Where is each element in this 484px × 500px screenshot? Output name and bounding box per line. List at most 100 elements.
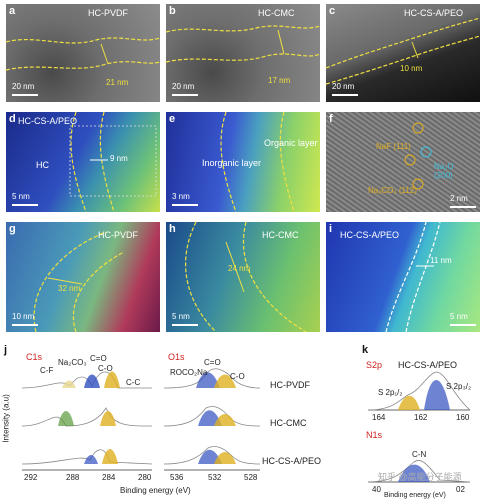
n1s-peak: C-N xyxy=(412,450,427,459)
panel-b-scale-bar xyxy=(172,94,198,96)
panel-g-title: HC-PVDF xyxy=(98,230,138,240)
s2p-label: S2p xyxy=(366,360,383,370)
panel-d-measure: 9 nm xyxy=(110,154,128,163)
panel-j-label: j xyxy=(4,344,8,356)
panel-g-label: g xyxy=(9,223,16,235)
o1s-peak-2: C-O xyxy=(230,372,245,381)
panel-b-overlay xyxy=(166,25,320,63)
panel-c-scale-bar xyxy=(332,94,358,96)
c1s-row-cmc xyxy=(21,407,153,427)
s2p-tick-0: 164 xyxy=(372,413,386,422)
panel-e: e Organic layer Inorganic layer 3 nm xyxy=(166,112,320,212)
panel-d-title: HC-CS-A/PEO xyxy=(18,116,78,126)
panel-h: h HC-CMC 24 nm 5 nm xyxy=(166,222,320,332)
o1s-row-cmc xyxy=(163,406,261,427)
panel-a-measure: 21 nm xyxy=(106,78,129,87)
panel-a-scale: 20 nm xyxy=(12,82,35,91)
panel-e-scale-bar xyxy=(172,204,198,206)
o1s-tick-1: 532 xyxy=(208,473,222,482)
panel-a-scale-bar xyxy=(12,94,38,96)
panel-g: g HC-PVDF 32 nm 10 nm xyxy=(6,222,160,332)
c1s-peak-4: C-C xyxy=(126,378,141,387)
n1s-tick-right: 02 xyxy=(456,485,465,494)
panel-b-measure: 17 nm xyxy=(268,76,291,85)
panel-c-measure: 10 nm xyxy=(400,64,423,73)
x-axis-title: Binding energy (eV) xyxy=(120,486,191,495)
sample-label-0: HC-PVDF xyxy=(270,380,310,390)
watermark: 知乎 @高能分子能源 xyxy=(378,472,462,482)
panel-e-organic: Organic layer xyxy=(264,138,318,148)
xps-section: j k Intensity (a.u) C1s O1s S2p N1s xyxy=(0,344,484,500)
o1s-peak-1: C=O xyxy=(204,358,221,367)
s2p-tick-2: 160 xyxy=(456,413,470,422)
panel-f-na2co3: Na₂CO₃ (112) xyxy=(368,186,417,195)
panel-c-label: c xyxy=(329,5,336,17)
k-sample-label: HC-CS-A/PEO xyxy=(398,360,458,370)
panel-i-scale: 5 nm xyxy=(450,312,468,321)
panel-i-scale-bar xyxy=(450,324,476,326)
panel-f-naf: NaF (111) xyxy=(376,142,411,151)
x-axis-title-k: Binding energy (eV) xyxy=(384,492,446,499)
panel-e-inorganic: Inorganic layer xyxy=(202,158,262,168)
s2p-peak-1: S 2p₃/₂ xyxy=(446,382,472,391)
panel-i-overlay xyxy=(385,222,441,332)
panel-d-scale: 5 nm xyxy=(12,192,30,201)
panel-e-scale: 3 nm xyxy=(172,192,190,201)
panel-b-scale: 20 nm xyxy=(172,82,195,91)
panel-g-scale-bar xyxy=(12,324,38,326)
c1s-tick-1: 288 xyxy=(66,473,80,482)
panel-a-title: HC-PVDF xyxy=(88,8,128,18)
c1s-peak-0: C-F xyxy=(40,366,54,375)
panel-g-scale: 10 nm xyxy=(12,312,35,321)
o1s-row-pvdf xyxy=(163,368,261,389)
panel-h-measure: 24 nm xyxy=(228,264,251,273)
panel-i: i HC-CS-A/PEO 11 nm 5 nm xyxy=(326,222,480,332)
panel-a-label: a xyxy=(9,5,16,17)
sample-label-2: HC-CS-A/PEO xyxy=(262,456,322,466)
panel-b: b HC-CMC 17 nm 20 nm xyxy=(166,4,320,102)
panel-f-scale-bar xyxy=(450,206,476,208)
panel-h-label: h xyxy=(169,223,176,235)
c1s-row-peo xyxy=(21,449,153,465)
panel-b-label: b xyxy=(169,5,176,17)
panel-e-overlay xyxy=(220,112,295,212)
c1s-row-pvdf xyxy=(21,371,152,389)
panel-f-na2o: Na₂O (200) xyxy=(434,162,454,180)
panel-c: c HC-CS-A/PEO 10 nm 20 nm xyxy=(326,4,480,102)
n1s-tick-left: 40 xyxy=(372,485,381,494)
panel-f-scale: 2 nm xyxy=(450,194,468,203)
panel-i-title: HC-CS-A/PEO xyxy=(340,230,400,240)
c1s-peak-1: Na₂CO₃ xyxy=(58,358,87,367)
panel-k-label: k xyxy=(362,344,369,356)
panel-d-label: d xyxy=(9,113,16,125)
o1s-tick-0: 536 xyxy=(170,473,184,482)
panel-d: d HC-CS-A/PEO HC 9 nm 5 nm xyxy=(6,112,160,212)
panel-f-label: f xyxy=(329,113,333,125)
panel-d-overlay xyxy=(69,112,157,212)
c1s-tick-0: 292 xyxy=(24,473,38,482)
c1s-label: C1s xyxy=(26,352,43,362)
panel-h-title: HC-CMC xyxy=(262,230,299,240)
c1s-peak-3: C-O xyxy=(98,364,113,373)
s2p-tick-1: 162 xyxy=(414,413,428,422)
c1s-tick-2: 284 xyxy=(102,473,116,482)
xps-spectra xyxy=(21,368,471,483)
panel-b-title: HC-CMC xyxy=(258,8,295,18)
panel-d-region: HC xyxy=(36,160,49,170)
o1s-peak-0: ROCO₂Na xyxy=(170,368,208,377)
sample-label-1: HC-CMC xyxy=(270,418,307,428)
panel-a-overlay xyxy=(6,37,160,71)
panel-c-overlay xyxy=(326,17,480,85)
panel-e-label: e xyxy=(169,113,176,125)
c1s-tick-3: 280 xyxy=(138,473,152,482)
s2p-spectrum xyxy=(367,371,471,411)
c1s-peak-2: C=O xyxy=(90,354,107,363)
o1s-tick-2: 528 xyxy=(244,473,258,482)
panel-g-overlay xyxy=(33,231,125,332)
o1s-label: O1s xyxy=(168,352,185,362)
panel-i-label: i xyxy=(329,223,333,235)
s2p-peak-0: S 2p₁/₂ xyxy=(378,388,403,397)
panel-h-scale: 5 nm xyxy=(172,312,190,321)
n1s-spectrum xyxy=(367,460,471,483)
panel-d-scale-bar xyxy=(12,204,38,206)
